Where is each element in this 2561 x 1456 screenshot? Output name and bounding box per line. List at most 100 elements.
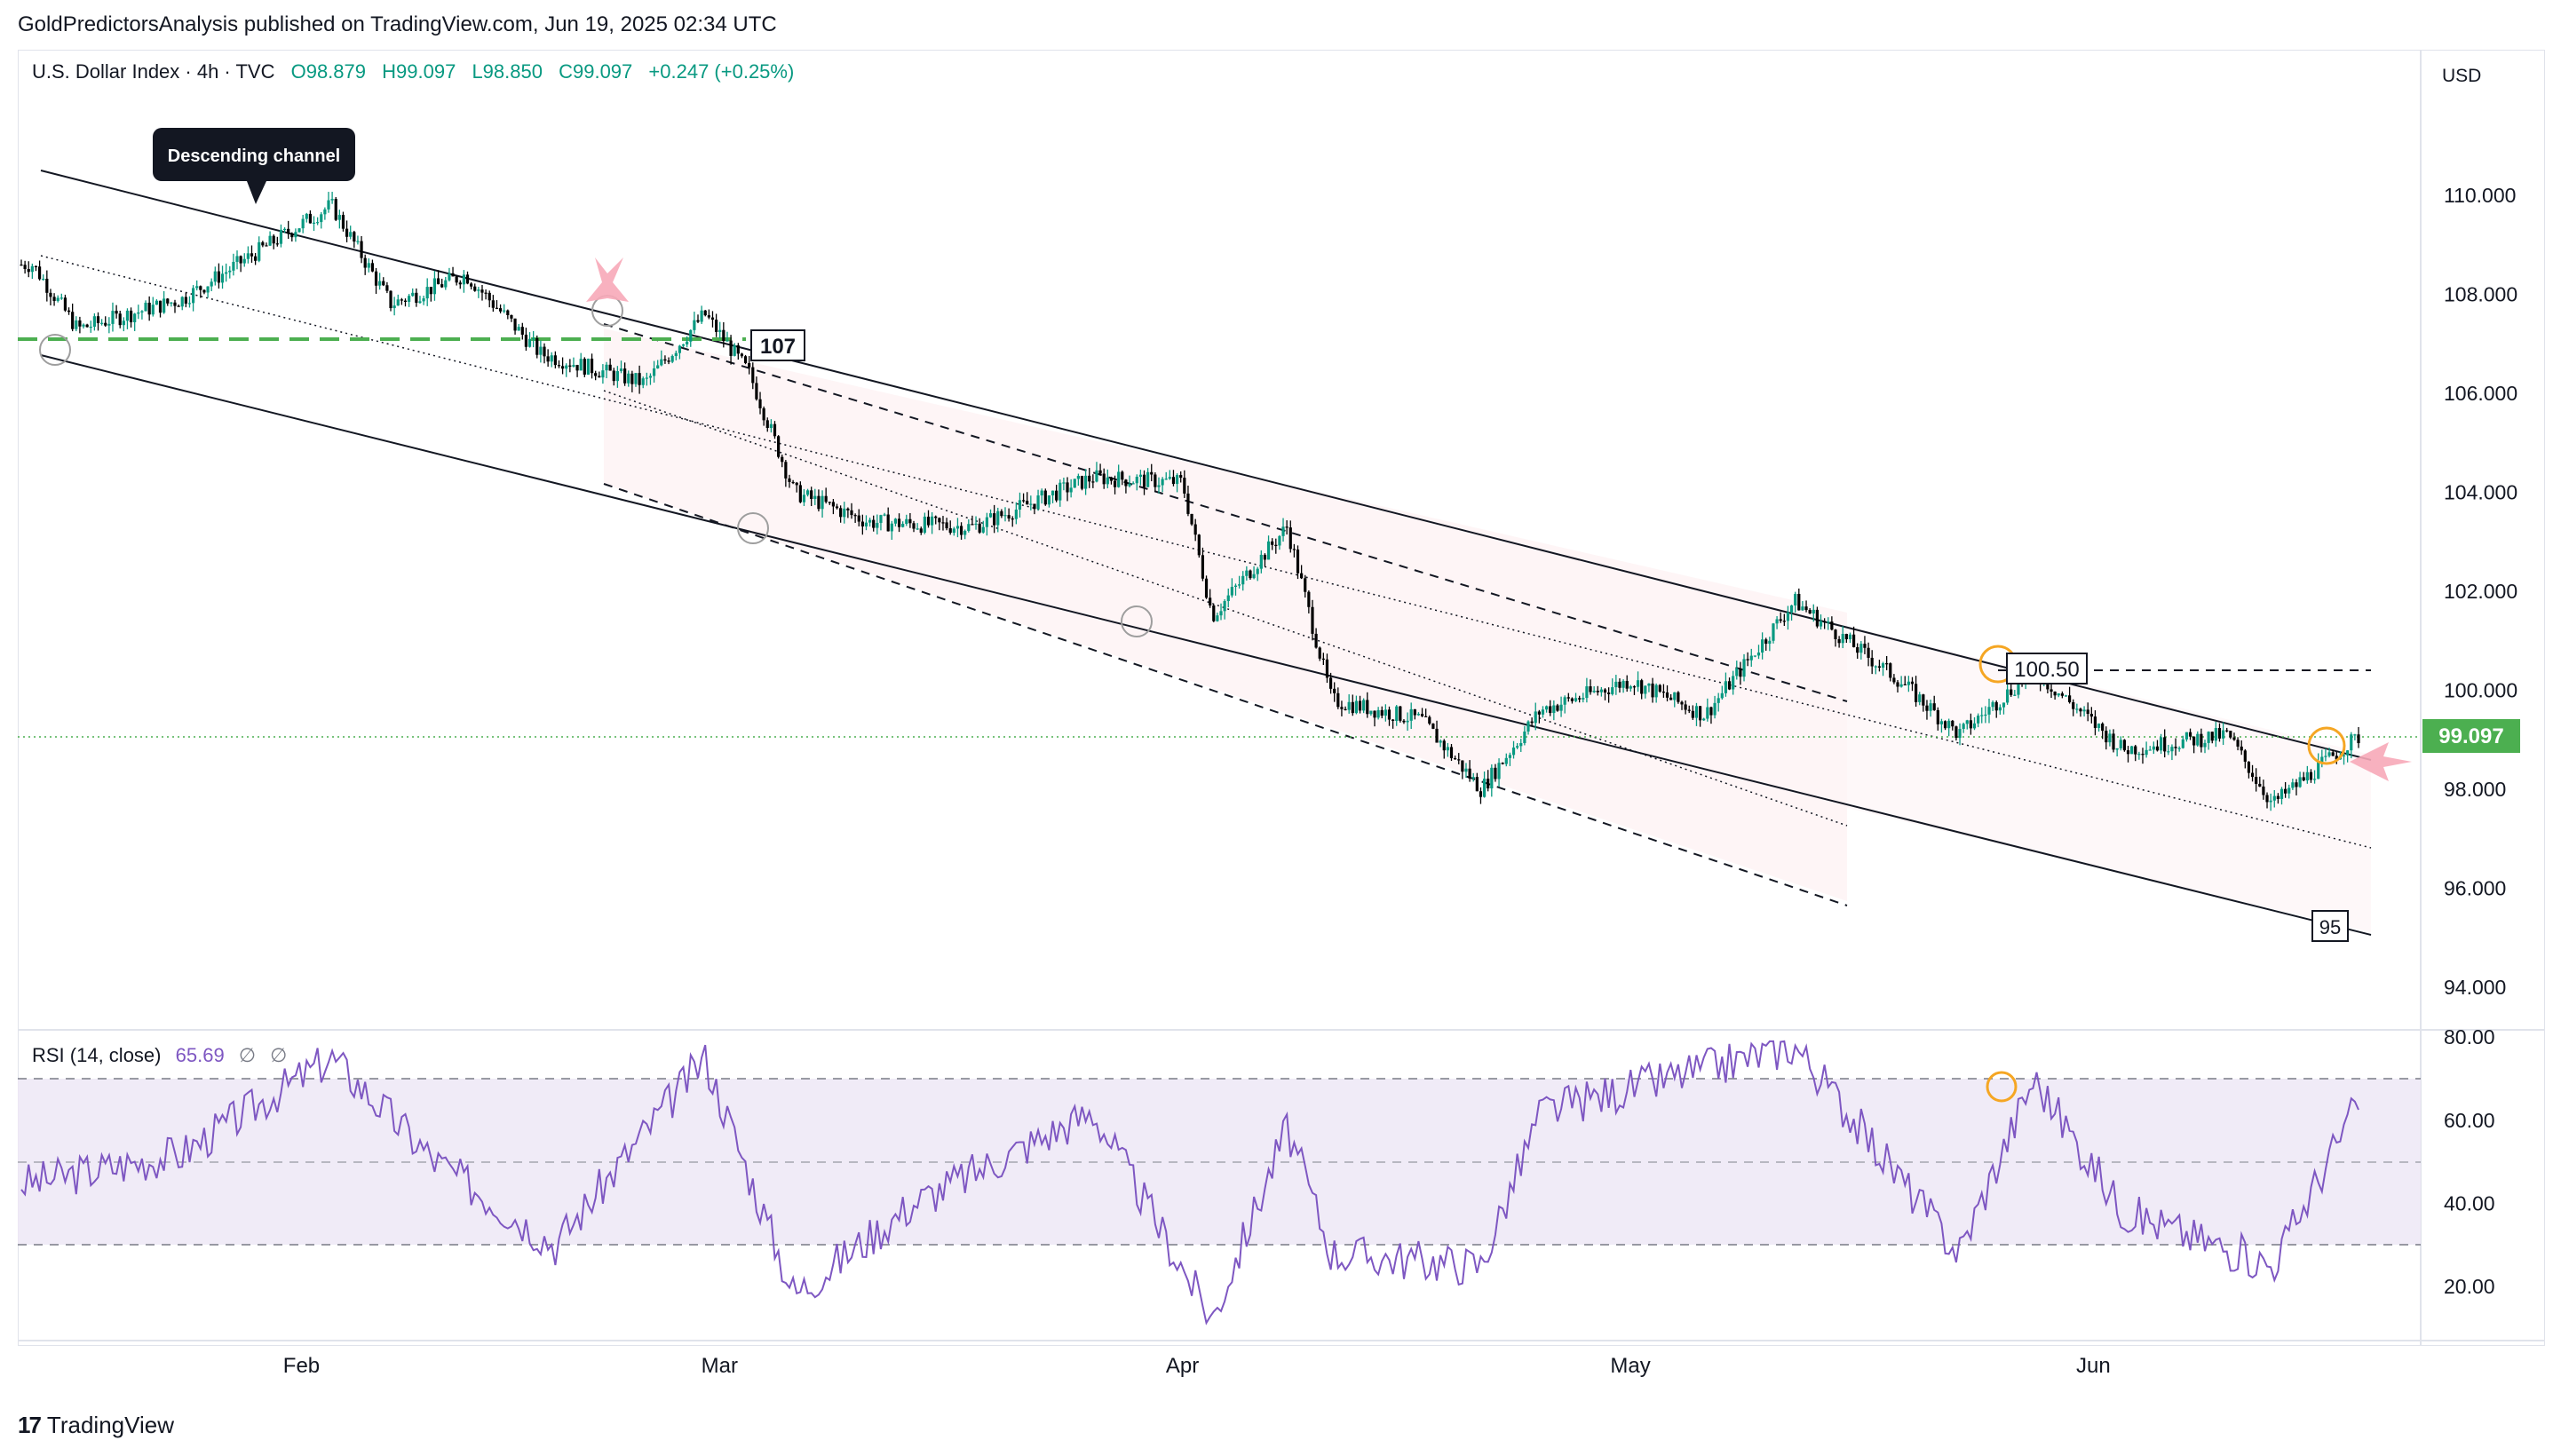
- candle-body: [1358, 700, 1362, 711]
- candle-body: [876, 522, 879, 528]
- last-price-text: 99.097: [2438, 724, 2503, 748]
- candle-body: [1402, 720, 1406, 723]
- price-axis[interactable]: 110.000 108.000 106.000 104.000 102.000 100.0…: [2444, 184, 2517, 999]
- candle-body: [170, 302, 173, 304]
- rsi-series: [20, 1040, 2359, 1325]
- marker-circle: [737, 512, 769, 544]
- candle-body: [2272, 795, 2276, 801]
- candle-body: [341, 215, 345, 229]
- inner-mid-dotted-line[interactable]: [603, 390, 1848, 827]
- candle-body: [498, 308, 503, 312]
- candle-body: [166, 298, 170, 304]
- candle-body: [107, 323, 111, 326]
- candle-body: [1281, 526, 1285, 536]
- symbol-name[interactable]: U.S. Dollar Index · 4h · TVC: [32, 60, 275, 83]
- candle-body: [798, 485, 802, 502]
- candle-body: [1362, 700, 1366, 711]
- candle-body: [1972, 723, 1977, 729]
- candle-body: [184, 297, 187, 304]
- candle-body: [353, 232, 356, 242]
- channel-lower-line[interactable]: [40, 354, 2372, 936]
- candle-body: [440, 284, 444, 288]
- candle-body: [656, 365, 660, 368]
- candle-body: [769, 423, 773, 428]
- time-tick-label: Feb: [283, 1354, 320, 1378]
- level-10050-text: 100.50: [2014, 658, 2079, 682]
- candle-body: [1271, 541, 1274, 545]
- inner-lower-dashed-line[interactable]: [603, 483, 1848, 906]
- currency-label[interactable]: USD: [2442, 66, 2482, 86]
- candle-body: [539, 346, 543, 355]
- rsi-label[interactable]: RSI (14, close): [32, 1044, 162, 1066]
- candle-body: [1380, 709, 1384, 716]
- candle-body: [1954, 726, 1958, 739]
- channel-mid-dotted-line[interactable]: [40, 255, 2372, 849]
- candle-body: [305, 213, 308, 219]
- candle-body: [389, 290, 392, 309]
- candle-body: [1618, 681, 1621, 688]
- candle-body: [2013, 694, 2017, 696]
- candle-body: [425, 287, 429, 299]
- candle-body: [163, 298, 166, 313]
- candle-body: [213, 271, 217, 282]
- candle-body: [1724, 681, 1728, 693]
- candle-body: [1154, 474, 1157, 487]
- candle-body: [1146, 471, 1150, 487]
- descending-channel-callout[interactable]: Descending channel: [153, 128, 355, 204]
- candle-body: [374, 271, 378, 286]
- candle-body: [1501, 763, 1504, 764]
- rsi-axis[interactable]: 80.00 60.00 40.00 20.00: [2444, 1025, 2495, 1298]
- candle-body: [1190, 513, 1193, 525]
- candle-body: [1830, 621, 1834, 630]
- candle-body: [1669, 697, 1673, 700]
- candle-body: [177, 305, 180, 307]
- candle-body: [2280, 788, 2284, 799]
- candle-body: [275, 243, 279, 245]
- candle-body: [1899, 684, 1903, 687]
- candle-body: [1772, 623, 1775, 641]
- footer-brand[interactable]: 17 TradingView: [18, 1412, 174, 1439]
- candle-body: [151, 305, 155, 315]
- time-axis[interactable]: Feb Mar Apr May Jun: [283, 1354, 2111, 1378]
- candle-body: [1021, 500, 1026, 502]
- candle-body: [879, 515, 883, 523]
- time-tick-label: Jun: [2076, 1354, 2111, 1378]
- candle-body: [2089, 714, 2093, 717]
- candle-body: [1870, 657, 1874, 667]
- candle-body: [934, 516, 938, 518]
- candle-body: [843, 508, 846, 518]
- candle-body: [2350, 734, 2353, 751]
- candle-body: [2170, 747, 2174, 752]
- candle-body: [1117, 471, 1121, 487]
- arrow-down-marker: [586, 257, 629, 302]
- candle-body: [805, 490, 810, 495]
- publisher-line: GoldPredictorsAnalysis published on Trad…: [18, 12, 777, 36]
- level-10050-label[interactable]: 100.50: [2006, 653, 2088, 684]
- candle-body: [49, 292, 52, 297]
- arrow-left-marker: [2350, 742, 2412, 781]
- candle-body: [1549, 706, 1552, 714]
- level-107-label[interactable]: 107: [750, 329, 805, 361]
- candle-body: [860, 521, 864, 526]
- candle-body: [2196, 733, 2200, 746]
- candle-body: [202, 289, 206, 293]
- candle-body: [1786, 612, 1790, 621]
- candle-body: [1889, 663, 1892, 678]
- channel-upper-line[interactable]: [40, 170, 2372, 761]
- candle-body: [831, 502, 836, 507]
- candle-body: [1644, 685, 1647, 694]
- candle-body: [696, 320, 700, 322]
- candle-body: [1029, 503, 1033, 505]
- candle-body: [1193, 524, 1197, 535]
- candle-body: [2060, 693, 2064, 696]
- candle-body: [510, 314, 513, 319]
- candle-body: [1735, 668, 1739, 677]
- candle-body: [1468, 768, 1471, 779]
- last-price-label[interactable]: 99.097: [2422, 719, 2520, 753]
- candle-body: [52, 297, 56, 301]
- candle-body: [436, 278, 440, 285]
- candle-body: [2148, 749, 2152, 751]
- inner-upper-dashed-line[interactable]: [603, 323, 1848, 702]
- level-95-label[interactable]: 95: [2311, 910, 2349, 942]
